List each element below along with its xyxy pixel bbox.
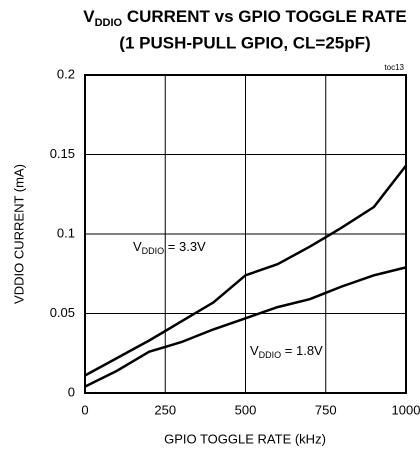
y-axis-label: VDDIO CURRENT (mA)	[11, 164, 26, 304]
series-label-part: V	[250, 343, 259, 358]
series-label-part: DDIO	[142, 246, 165, 256]
y-tick-label: 0	[68, 384, 75, 399]
title-part: CURRENT vs GPIO TOGGLE RATE	[122, 7, 407, 26]
chart-title: VDDIO CURRENT vs GPIO TOGGLE RATE	[83, 7, 406, 28]
x-axis-label: GPIO TOGGLE RATE (kHz)	[164, 431, 326, 446]
title-part: V	[83, 7, 95, 26]
x-tick-label: 250	[154, 402, 176, 417]
series-label-part: DDIO	[259, 350, 282, 360]
note: toc13	[384, 63, 404, 72]
x-tick-label: 0	[81, 402, 88, 417]
series-line	[84, 164, 407, 377]
series-label-part: V	[133, 239, 142, 254]
series-label: VDDIO = 1.8V	[250, 343, 323, 360]
y-tick-label: 0.15	[50, 146, 75, 161]
series-label-part: = 3.3V	[164, 239, 206, 254]
y-tick-label: 0.2	[57, 66, 75, 81]
series-line	[84, 266, 407, 388]
y-tick-label: 0.1	[57, 225, 75, 240]
title-subscript: DDIO	[95, 17, 123, 29]
y-tick-label: 0.05	[50, 305, 75, 320]
x-tick-label: 750	[315, 402, 337, 417]
series-label-part: = 1.8V	[281, 343, 323, 358]
x-tick-label: 500	[235, 402, 257, 417]
chart-subtitle: (1 PUSH-PULL GPIO, CL=25pF)	[119, 33, 370, 52]
series-label: VDDIO = 3.3V	[133, 239, 206, 256]
x-tick-label: 1000	[392, 402, 420, 417]
